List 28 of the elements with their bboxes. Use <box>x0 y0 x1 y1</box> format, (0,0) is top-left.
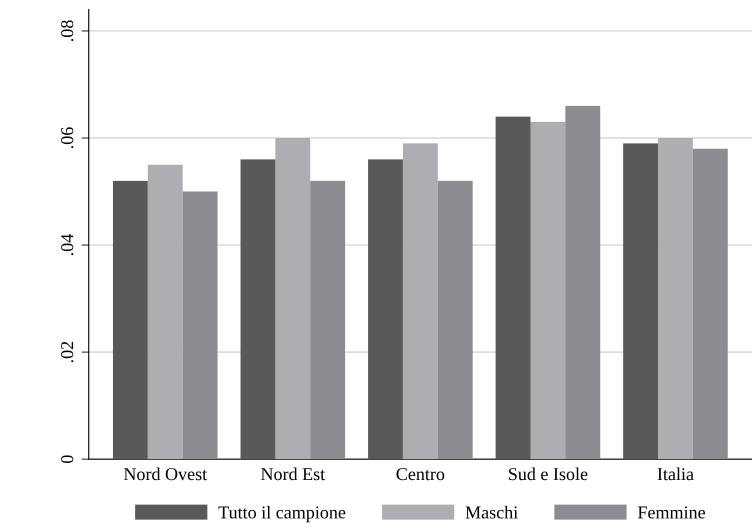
bar <box>148 164 183 460</box>
y-tick-label: .04 <box>61 234 74 256</box>
x-tick-label: Italia <box>658 468 694 480</box>
y-tick-label: 0 <box>61 455 74 463</box>
x-tick-label: Centro <box>396 468 444 480</box>
bar <box>692 148 728 460</box>
bar <box>240 159 276 460</box>
bar <box>496 116 530 460</box>
bar <box>112 180 148 460</box>
legend-label: Femmine <box>638 506 705 519</box>
bar <box>275 138 310 460</box>
legend-label: Maschi <box>466 506 518 519</box>
bar <box>658 138 693 460</box>
bar <box>182 192 218 460</box>
bar <box>623 143 658 460</box>
bar <box>438 180 473 460</box>
bar <box>565 106 600 460</box>
y-tick-label: .06 <box>61 127 74 148</box>
bar <box>368 159 403 460</box>
y-tick-label: .02 <box>61 342 74 362</box>
bar <box>402 143 438 460</box>
x-tick-label: Nord Ovest <box>124 468 208 480</box>
bar <box>310 180 346 460</box>
x-tick-label: Sud e Isole <box>509 468 588 480</box>
x-tick-label: Nord Est <box>260 468 326 480</box>
y-tick-label: .08 <box>61 20 74 42</box>
legend-label: Tutto il campione <box>218 506 346 522</box>
bar <box>530 122 566 460</box>
